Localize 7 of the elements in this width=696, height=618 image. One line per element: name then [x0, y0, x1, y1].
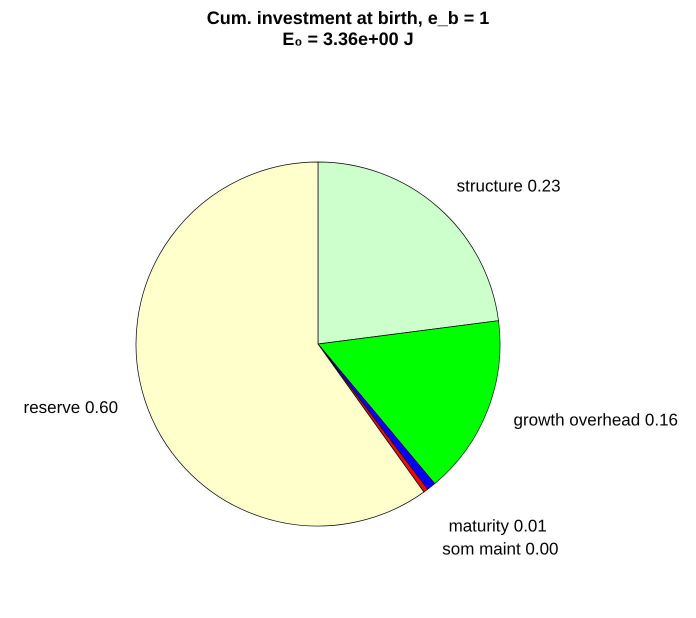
slice-label: structure 0.23 [456, 176, 561, 196]
slice-label: maturity 0.01 [448, 516, 547, 536]
slice-label: som maint 0.00 [442, 539, 559, 558]
slice-label: growth overhead 0.16 [514, 410, 678, 430]
chart-title: Cum. investment at birth, e_b = 1 [206, 8, 490, 28]
chart-subtitle: E₀ = 3.36e+00 J [282, 29, 414, 49]
slice-label: reserve 0.60 [24, 398, 118, 418]
